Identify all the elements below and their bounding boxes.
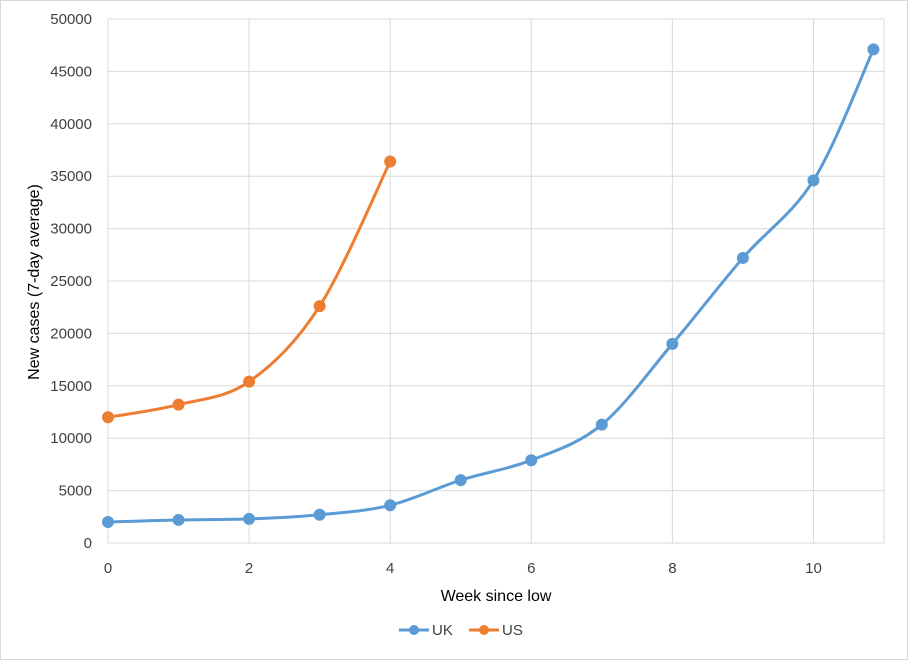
y-tick-label: 30000 (50, 221, 92, 238)
series-line-uk (106, 47, 875, 524)
legend-label: US (502, 622, 523, 639)
data-point-uk (867, 43, 880, 56)
x-tick-label: 10 (805, 560, 822, 577)
legend: UK US (399, 622, 523, 639)
y-tick-label: 20000 (50, 325, 92, 342)
legend-item-uk: UK (399, 622, 453, 639)
y-axis-ticks: 0 5000 10000 15000 20000 25000 30000 35000 40000… (50, 11, 92, 552)
data-point-us (172, 398, 185, 411)
data-point-uk (313, 508, 326, 521)
x-axis-ticks: 0 2 4 6 8 10 (104, 560, 822, 577)
data-point-uk (736, 251, 749, 264)
series-line-us (106, 160, 392, 419)
y-tick-label: 25000 (50, 273, 92, 290)
gridlines (107, 18, 885, 544)
legend-swatch-marker (409, 625, 419, 635)
legend-item-us: US (469, 622, 523, 639)
data-point-us (313, 300, 326, 313)
data-point-uk (243, 512, 256, 525)
x-tick-label: 8 (668, 560, 676, 577)
y-tick-label: 10000 (50, 430, 92, 447)
y-tick-label: 45000 (50, 63, 92, 80)
data-point-uk (595, 418, 608, 431)
legend-label: UK (432, 622, 453, 639)
y-tick-label: 5000 (59, 483, 92, 500)
y-axis-title: New cases (7-day average) (26, 184, 43, 380)
series-layer (102, 43, 880, 529)
x-tick-label: 0 (104, 560, 112, 577)
y-tick-label: 15000 (50, 378, 92, 395)
data-point-uk (454, 474, 467, 487)
y-tick-label: 40000 (50, 116, 92, 133)
data-point-uk (172, 513, 185, 526)
data-point-us (102, 411, 114, 424)
x-tick-label: 6 (527, 560, 535, 577)
data-point-uk (384, 499, 397, 512)
data-point-uk (525, 454, 538, 467)
x-tick-label: 4 (386, 560, 394, 577)
y-tick-label: 35000 (50, 168, 92, 185)
legend-swatch-marker (479, 625, 489, 635)
data-point-uk (807, 174, 820, 187)
data-point-us (243, 375, 256, 388)
x-tick-label: 2 (245, 560, 253, 577)
data-point-uk (666, 337, 679, 350)
x-axis-title: Week since low (441, 588, 552, 605)
data-point-uk (102, 516, 114, 529)
series-us (102, 155, 397, 424)
y-tick-label: 50000 (50, 11, 92, 28)
y-tick-label: 0 (84, 535, 92, 552)
series-uk (102, 43, 880, 529)
data-point-us (384, 155, 397, 168)
